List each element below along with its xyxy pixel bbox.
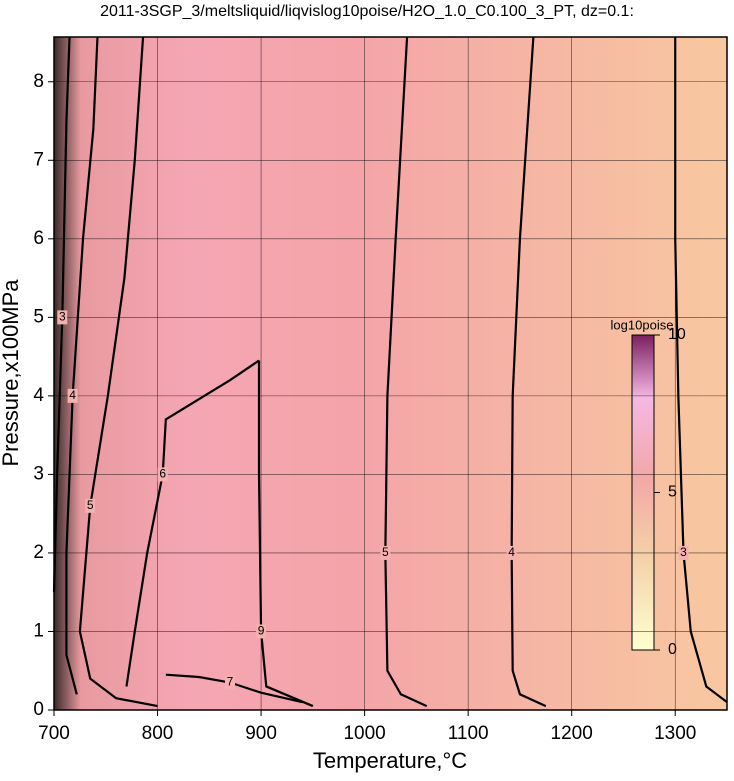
y-tick-label: 0	[33, 699, 44, 720]
colorbar-tick-label: 5	[668, 484, 677, 501]
colorbar-tick-label: 0	[668, 641, 677, 658]
contour-label-bg	[380, 545, 391, 560]
colorbar	[631, 334, 655, 651]
contour-label: 5	[87, 498, 94, 512]
contour-label-bg	[157, 467, 168, 482]
y-tick-label: 7	[33, 149, 44, 170]
x-axis-label: Temperature,°C	[313, 748, 467, 773]
contour-label-bg	[67, 388, 78, 403]
contour-label: 4	[508, 545, 515, 559]
y-tick-label: 8	[33, 71, 44, 92]
contour-label: 3	[59, 310, 66, 324]
plot-frame	[53, 36, 728, 711]
contour-label-bg	[256, 624, 267, 639]
contour-label: 5	[382, 545, 389, 559]
x-tick-label: 1200	[551, 723, 593, 744]
y-axis-label: Pressure,x100MPa	[0, 279, 23, 467]
x-tick-label: 1100	[448, 723, 489, 744]
contour-label: 9	[258, 624, 265, 638]
x-tick-label: 900	[245, 723, 277, 744]
contour-label-bg	[57, 310, 68, 325]
x-tick-label: 700	[38, 723, 70, 744]
contour-label: 3	[680, 545, 687, 559]
contour-label: 6	[159, 467, 166, 481]
contour-label: 7	[227, 675, 234, 689]
chart-title: 2011-3SGP_3/meltsliquid/liqvislog10poise…	[100, 3, 634, 20]
x-tick-label: 800	[142, 723, 174, 744]
colorbar-label: log10poise	[611, 317, 674, 332]
x-tick-label: 1300	[654, 723, 696, 744]
contour-label-bg	[506, 545, 517, 560]
contour-label-bg	[678, 545, 689, 560]
contour-label-bg	[85, 498, 96, 513]
plot-background	[54, 37, 727, 710]
y-tick-label: 1	[33, 620, 44, 641]
colorbar-tick-label: 10	[668, 326, 686, 343]
y-tick-label: 3	[33, 463, 44, 484]
contour-label: 4	[69, 388, 76, 402]
y-tick-label: 6	[33, 228, 44, 249]
y-tick-label: 2	[33, 542, 44, 563]
contour-label-bg	[225, 675, 236, 690]
y-tick-label: 4	[33, 385, 44, 406]
x-tick-label: 1000	[343, 723, 385, 744]
y-tick-label: 5	[33, 306, 44, 327]
